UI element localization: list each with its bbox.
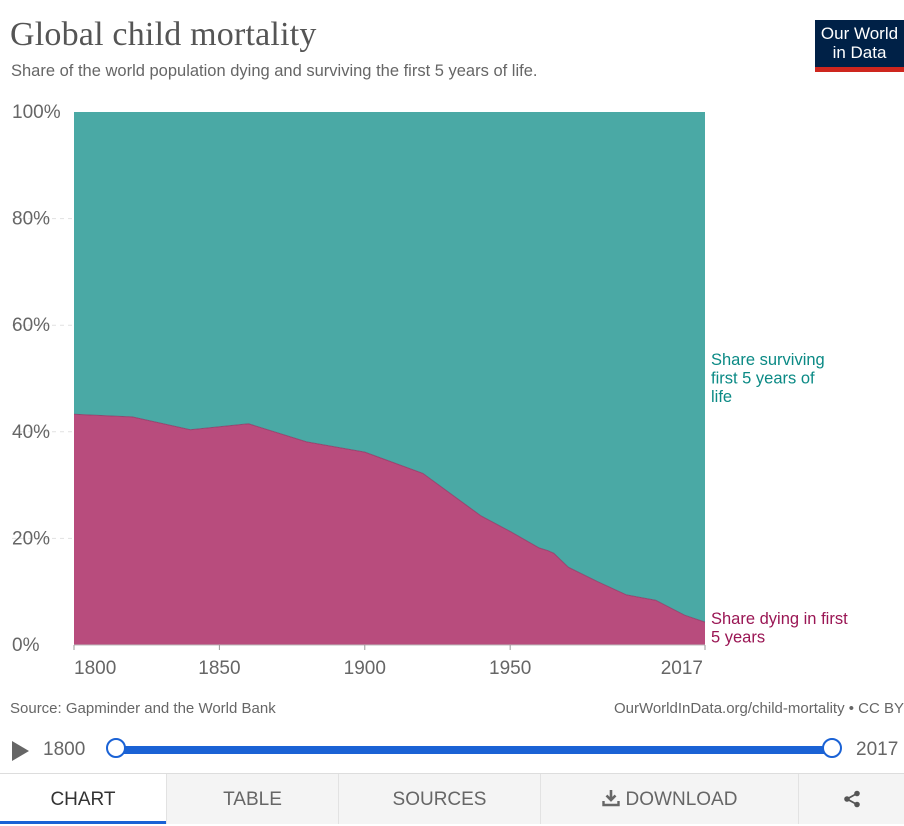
y-axis-tick-labels: 0% 20% 40% 60% 80% 100% bbox=[12, 102, 61, 656]
chart-url-link[interactable]: OurWorldInData.org/child-mortality • CC … bbox=[613, 700, 904, 717]
tab-download[interactable]: DOWNLOAD bbox=[540, 774, 798, 824]
tab-share[interactable] bbox=[798, 774, 904, 824]
tab-chart-label: CHART bbox=[50, 789, 116, 810]
source-note: Source: Gapminder and the World Bank bbox=[10, 700, 276, 717]
boundary-line bbox=[73, 413, 706, 623]
chart-areas bbox=[73, 112, 706, 645]
y-tick-label: 80% bbox=[12, 209, 50, 230]
logo-line-2: in Data bbox=[832, 43, 887, 62]
chart-title: Global child mortality bbox=[10, 16, 317, 53]
label-dying: Share dying in first 5 years bbox=[711, 610, 848, 647]
x-tick-label: 1850 bbox=[198, 658, 240, 679]
y-tick-label: 100% bbox=[12, 102, 61, 123]
timeline: 1800 2017 bbox=[0, 734, 904, 768]
stacked-area-chart: 0%20%40%60%80%100% 1800 1850 1900 1950 2017 … bbox=[12, 102, 848, 679]
tab-table-label: TABLE bbox=[223, 789, 282, 810]
x-tick-label: 1950 bbox=[489, 658, 531, 679]
share-icon bbox=[843, 790, 860, 808]
x-axis: 1800 1850 1900 1950 2017 bbox=[73, 644, 706, 679]
timeline-track[interactable] bbox=[116, 746, 832, 754]
y-tick-label: 0% bbox=[12, 635, 40, 656]
area-surviving[interactable] bbox=[74, 112, 705, 623]
tab-chart[interactable]: CHART bbox=[0, 774, 166, 824]
owid-logo[interactable]: Our World in Data bbox=[815, 20, 904, 72]
timeline-start-label: 1800 bbox=[43, 739, 86, 760]
download-icon bbox=[601, 790, 620, 807]
y-tick-label: 20% bbox=[12, 528, 50, 549]
tab-table[interactable]: TABLE bbox=[166, 774, 338, 824]
timeline-end-handle[interactable] bbox=[822, 738, 842, 758]
tab-download-label: DOWNLOAD bbox=[625, 789, 738, 810]
area-dying[interactable] bbox=[74, 414, 705, 645]
chart-subtitle: Share of the world population dying and … bbox=[11, 62, 538, 80]
x-tick-label: 2017 bbox=[661, 658, 703, 679]
play-icon[interactable] bbox=[12, 741, 29, 761]
timeline-end-label: 2017 bbox=[856, 739, 899, 760]
y-tick-label: 60% bbox=[12, 315, 50, 336]
tab-sources-label: SOURCES bbox=[392, 789, 487, 810]
logo-line-1: Our World bbox=[820, 24, 899, 43]
tab-sources[interactable]: SOURCES bbox=[338, 774, 540, 824]
y-tick-label: 40% bbox=[12, 422, 50, 443]
tab-bar: CHART TABLE SOURCES DOWNLOAD bbox=[0, 773, 904, 826]
x-tick-label: 1800 bbox=[74, 658, 116, 679]
series-labels: Share surviving first 5 years of life Share… bbox=[711, 351, 848, 647]
x-tick-label: 1900 bbox=[344, 658, 386, 679]
label-surviving: Share surviving first 5 years of life bbox=[711, 351, 825, 406]
timeline-start-handle[interactable] bbox=[106, 738, 126, 758]
